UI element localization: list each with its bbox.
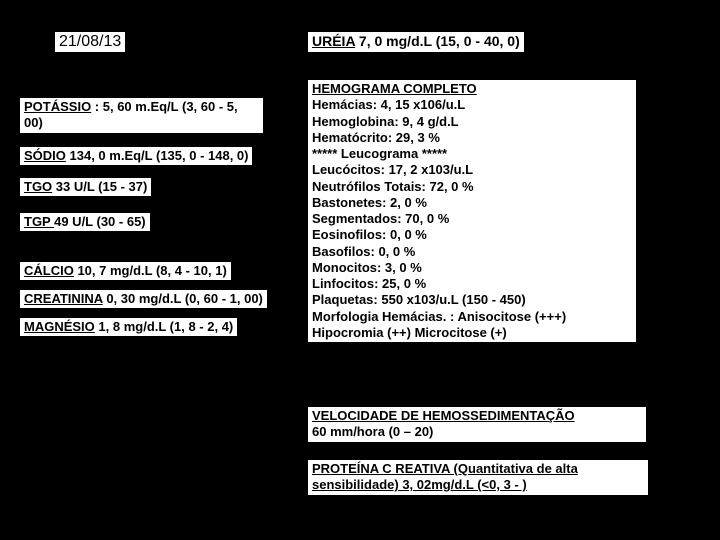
creatinina-label: CREATININA (24, 291, 103, 306)
hemograma-line: Plaquetas: 550 x103/u.L (150 - 450) (312, 292, 526, 307)
hemograma-line: Segmentados: 70, 0 % (312, 211, 449, 226)
tgp-value: 49 U/L (30 - 65) (54, 214, 146, 229)
hemograma-line: Monocitos: 3, 0 % (312, 260, 422, 275)
calcio-label: CÁLCIO (24, 263, 74, 278)
hemograma-title: HEMOGRAMA COMPLETO (312, 81, 477, 96)
potassio-sep: : (91, 99, 103, 114)
sodio-line: SÓDIO 134, 0 m.Eq/L (135, 0 - 148, 0) (20, 147, 252, 165)
sodio-value: 134, 0 m.Eq/L (135, 0 - 148, 0) (66, 148, 249, 163)
calcio-line: CÁLCIO 10, 7 mg/d.L (8, 4 - 10, 1) (20, 262, 231, 280)
hemograma-line: Bastonetes: 2, 0 % (312, 195, 427, 210)
crp-value: 3, 02mg/d.L (<0, 3 - ) (399, 477, 527, 492)
ureia-line: URÉIA 7, 0 mg/d.L (15, 0 - 40, 0) (308, 32, 524, 52)
hemograma-line: Hemoglobina: 9, 4 g/d.L (312, 114, 459, 129)
hemograma-line: Hematócrito: 29, 3 % (312, 130, 440, 145)
hemograma-line: ***** Leucograma ***** (312, 146, 447, 161)
potassio-label: POTÁSSIO (24, 99, 91, 114)
exam-date: 21/08/13 (55, 32, 125, 52)
hemograma-line: Morfologia Hemácias. : Anisocitose (+++) (312, 309, 566, 324)
magnesio-label: MAGNÉSIO (24, 319, 95, 334)
vhs-block: VELOCIDADE DE HEMOSSEDIMENTAÇÃO 60 mm/ho… (308, 407, 646, 442)
hemograma-line: Linfocitos: 25, 0 % (312, 276, 426, 291)
hemograma-line: Neutrófilos Totais: 72, 0 % (312, 179, 474, 194)
ureia-label: URÉIA (312, 33, 355, 49)
calcio-value: 10, 7 mg/d.L (8, 4 - 10, 1) (74, 263, 227, 278)
tgo-value: 33 U/L (15 - 37) (52, 179, 147, 194)
potassio-line: POTÁSSIO : 5, 60 m.Eq/L (3, 60 - 5, 00) (20, 98, 263, 133)
hemograma-line: Hipocromia (++) Microcitose (+) (312, 325, 507, 340)
tgo-label: TGO (24, 179, 52, 194)
creatinina-line: CREATININA 0, 30 mg/d.L (0, 60 - 1, 00) (20, 290, 267, 308)
tgp-label: TGP (24, 214, 54, 229)
hemograma-line: Eosinofilos: 0, 0 % (312, 227, 427, 242)
magnesio-line: MAGNÉSIO 1, 8 mg/d.L (1, 8 - 2, 4) (20, 318, 237, 336)
ureia-value: 7, 0 mg/d.L (15, 0 - 40, 0) (355, 33, 520, 49)
magnesio-value: 1, 8 mg/d.L (1, 8 - 2, 4) (95, 319, 233, 334)
tgo-line: TGO 33 U/L (15 - 37) (20, 178, 151, 196)
creatinina-value: 0, 30 mg/d.L (0, 60 - 1, 00) (103, 291, 263, 306)
vhs-title: VELOCIDADE DE HEMOSSEDIMENTAÇÃO (312, 408, 575, 423)
crp-block: PROTEÍNA C REATIVA (Quantitativa de alta… (308, 460, 648, 495)
hemograma-block: HEMOGRAMA COMPLETO Hemácias: 4, 15 x106/… (308, 80, 636, 342)
tgp-line: TGP 49 U/L (30 - 65) (20, 213, 150, 231)
vhs-value: 60 mm/hora (0 – 20) (312, 424, 433, 439)
hemograma-line: Leucócitos: 17, 2 x103/u.L (312, 162, 473, 177)
hemograma-line: Hemácias: 4, 15 x106/u.L (312, 97, 465, 112)
sodio-label: SÓDIO (24, 148, 66, 163)
hemograma-line: Basofilos: 0, 0 % (312, 244, 415, 259)
